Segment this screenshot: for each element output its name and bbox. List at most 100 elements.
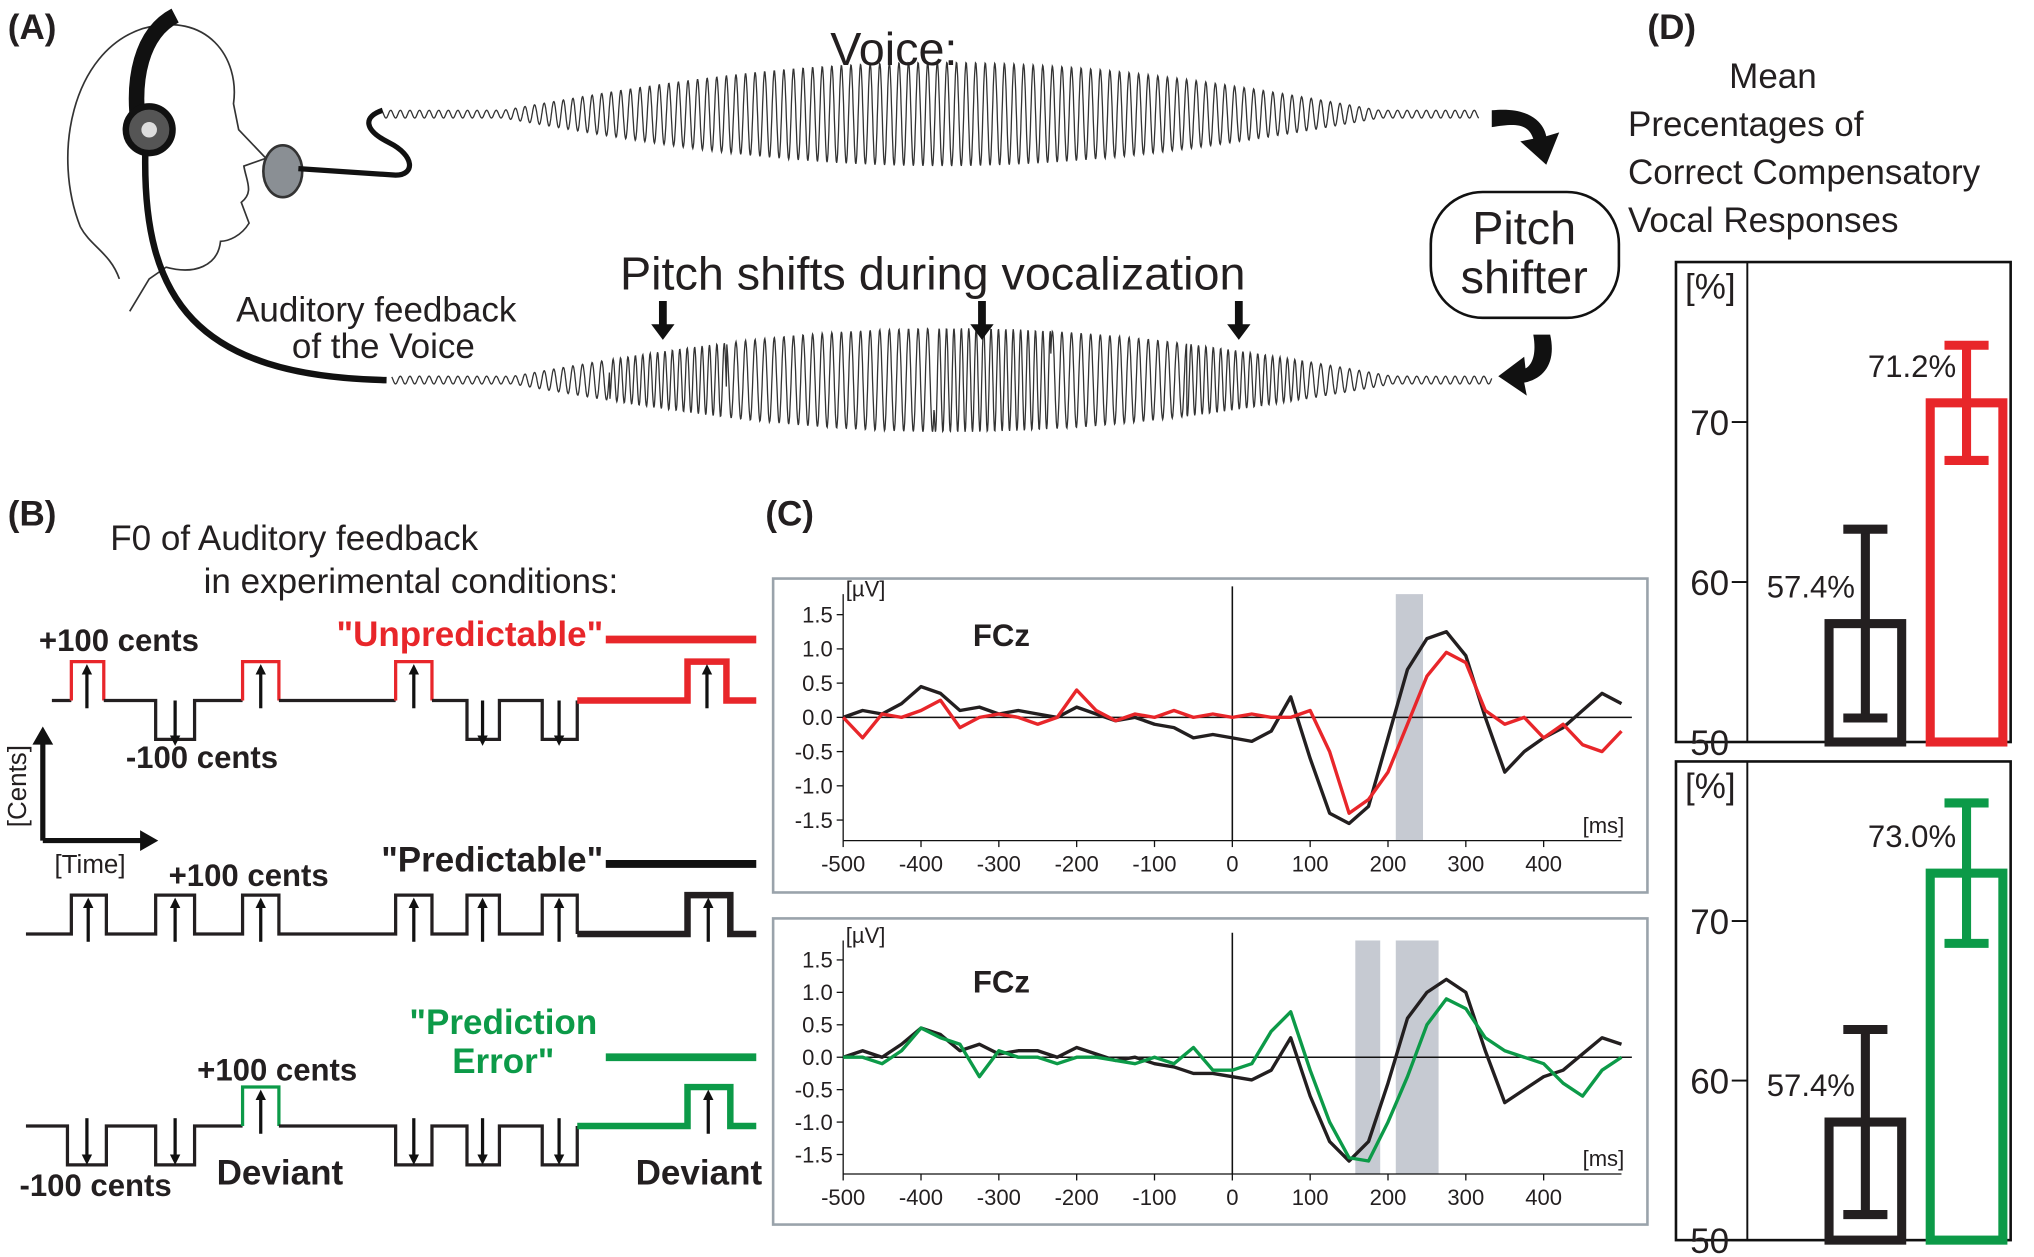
cents-label: +100 cents: [169, 858, 329, 893]
y-tick-label: -0.5: [795, 1077, 833, 1102]
arrow-head: [32, 726, 159, 851]
panel-b-title: in experimental conditions:: [204, 562, 619, 601]
deviant-label: Deviant: [636, 1153, 763, 1192]
y-tick-label: -0.5: [795, 739, 833, 764]
value-label: 57.4%: [1767, 1068, 1855, 1103]
arrow-head: [553, 897, 565, 909]
arrow-head: [408, 1154, 419, 1165]
y-tick-label: -1.5: [795, 808, 833, 833]
arrow-head: [169, 897, 181, 909]
f0-traces: [25, 635, 757, 1167]
feedback-label: Auditory feedback: [236, 291, 517, 330]
feedback-label: of the Voice: [292, 327, 475, 366]
trace: [25, 1124, 243, 1167]
panel-d-title: Precentages of: [1628, 105, 1864, 144]
arrow-head: [255, 664, 266, 675]
panel-b-title: F0 of Auditory feedback: [110, 519, 478, 558]
x-tick-label: 0: [1226, 1185, 1238, 1210]
x-tick-label: 200: [1370, 1185, 1407, 1210]
value-label: 73.0%: [1868, 819, 1956, 854]
x-tick-label: -400: [899, 1185, 943, 1210]
headphone-cable: [142, 153, 387, 384]
x-tick-label: 200: [1370, 852, 1407, 877]
y-axis-label: [µV]: [846, 923, 886, 948]
error-bar: [1843, 524, 1888, 723]
x-tick-label: -300: [977, 852, 1021, 877]
y-tick-label: 1.0: [802, 980, 833, 1005]
pitch-shifter-label: shifter: [1461, 251, 1588, 303]
x-tick-label: -500: [821, 852, 865, 877]
plot-frame: [771, 917, 1649, 1226]
panel-d-title: Vocal Responses: [1628, 201, 1899, 240]
arrow-head: [477, 735, 488, 746]
pitch-shifter-label: Pitch: [1472, 202, 1576, 254]
arrow-head: [81, 664, 93, 675]
condition-label: "Unpredictable": [337, 615, 604, 654]
error-bar: [1944, 340, 1989, 465]
arrow-head: [703, 897, 714, 909]
arrow-head: [408, 664, 419, 675]
flow-arrow: [1498, 334, 1552, 396]
value-label: 71.2%: [1868, 349, 1956, 384]
plot-frame: [1674, 760, 2012, 1242]
y-tick-label: 60: [1690, 1063, 1729, 1102]
arrow-head: [701, 664, 713, 675]
trace: [431, 698, 579, 742]
arrow-head: [703, 1089, 714, 1101]
y-tick-label: -1.0: [795, 774, 833, 799]
erp-line: [842, 977, 1623, 1163]
arrow-head: [408, 897, 419, 909]
x-tick-label: -500: [821, 1185, 865, 1210]
waveform: [391, 327, 1493, 434]
cents-label: -100 cents: [19, 1168, 171, 1203]
deviant-label: Deviant: [217, 1153, 344, 1192]
headphone-center: [141, 121, 157, 138]
arrow-head: [169, 735, 181, 746]
condition-label: Error": [452, 1042, 554, 1081]
y-axis-label: [%]: [1685, 767, 1736, 806]
y-tick-label: 50: [1690, 724, 1729, 763]
y-tick-label: 0.0: [802, 1045, 833, 1070]
waveforms: [382, 61, 1493, 434]
erp-line: [842, 630, 1623, 826]
panel-label: (C): [765, 494, 814, 533]
x-tick-label: 100: [1292, 852, 1329, 877]
axis-label: [Cents]: [4, 745, 32, 827]
error-bar: [1944, 798, 1989, 948]
erp-line: [841, 650, 1623, 815]
y-tick-label: 0.5: [802, 671, 833, 696]
trace: [69, 659, 106, 701]
trace: [394, 659, 434, 701]
panel-label: (B): [8, 494, 57, 533]
axis-arrow: [40, 742, 143, 844]
axis-label: [Time]: [54, 851, 125, 879]
y-tick-label: 0.5: [802, 1013, 833, 1038]
pitch-shifter-box: [1429, 190, 1621, 320]
panel-label: (A): [8, 8, 57, 47]
y-tick-label: 50: [1690, 1222, 1729, 1257]
x-tick-label: 300: [1447, 1185, 1484, 1210]
y-tick-label: 60: [1690, 564, 1729, 603]
y-tick-label: 0.0: [802, 705, 833, 730]
pulse-arrows: [81, 664, 714, 1165]
arrow-head: [83, 897, 94, 909]
voice-label: Voice:: [830, 23, 957, 75]
trace: [240, 1085, 281, 1126]
trace: [278, 1124, 579, 1167]
condition-label: "Predictable": [381, 841, 603, 880]
arrow-head: [553, 1154, 565, 1165]
y-tick-label: 1.5: [802, 948, 833, 973]
cents-label: -100 cents: [126, 740, 278, 775]
y-tick-label: -1.5: [795, 1142, 833, 1167]
x-tick-label: 400: [1525, 1185, 1562, 1210]
x-tick-label: -200: [1055, 1185, 1099, 1210]
x-tick-label: -200: [1055, 852, 1099, 877]
x-tick-label: 0: [1226, 852, 1238, 877]
x-tick-label: 300: [1447, 852, 1484, 877]
x-axis-label: [ms]: [1583, 1146, 1625, 1171]
y-tick-label: 70: [1690, 903, 1729, 942]
panel-d-title: Mean: [1729, 57, 1817, 96]
plot-frame: [1674, 260, 2012, 744]
flow-arrow: [1491, 109, 1560, 165]
shift-arrows: [651, 300, 1251, 340]
